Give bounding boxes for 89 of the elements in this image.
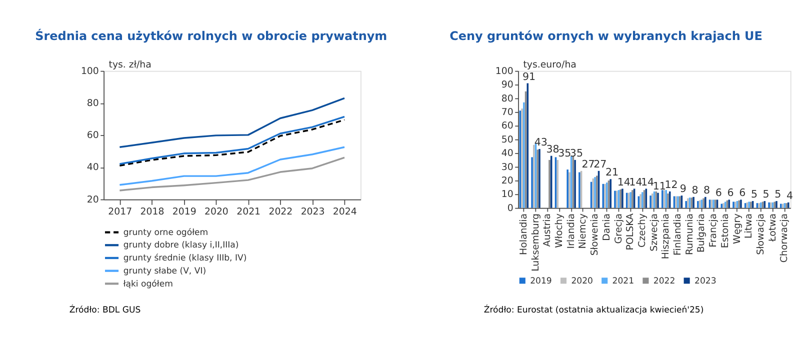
x-tick-label: Rumunia — [684, 213, 696, 256]
annotation: 5 — [750, 188, 758, 201]
x-tick-label: Grecja — [613, 213, 624, 244]
legend-label: 2022 — [653, 276, 676, 286]
annotation: 27 — [594, 158, 607, 170]
annotation: 14 — [629, 176, 642, 188]
x-tick-label: Czechy — [636, 213, 648, 248]
chart-title: Średnia cena użytków rolnych w obrocie prywatnym — [35, 28, 388, 44]
y-tick-label: 0 — [507, 202, 514, 214]
y-tick-label: 100 — [495, 66, 514, 77]
x-tick-label: Włochy — [554, 213, 566, 248]
y-tick-label: 50 — [501, 134, 514, 146]
annotation: 5 — [774, 188, 782, 201]
legend-label: grunty średnie (klasy IIIb, IV) — [123, 254, 247, 264]
annotation: 35 — [558, 148, 572, 160]
legend-label: 2020 — [571, 276, 593, 286]
x-tick-label: Szwecja — [648, 213, 660, 252]
y-tick-label: 60 — [501, 120, 514, 132]
x-tick-label: 2018 — [140, 206, 164, 218]
y-tick-label: 100 — [80, 66, 99, 77]
y-axis-title: tys. zł/ha — [108, 59, 152, 70]
annotation: 27 — [582, 158, 595, 170]
x-tick-label: Litwa — [744, 213, 755, 238]
annotation: 6 — [727, 187, 734, 200]
legend-label: 2023 — [694, 276, 716, 286]
line-series — [118, 156, 346, 192]
annotation: 5 — [762, 188, 770, 201]
legend-label: 2021 — [612, 276, 634, 286]
y-tick-label: 40 — [86, 162, 99, 174]
chart-title: Ceny gruntów ornych w wybranych krajach UE — [450, 29, 762, 44]
y-tick-label: 80 — [86, 98, 99, 109]
x-tick-label: 2023 — [300, 206, 325, 218]
x-tick-label: Dania — [601, 213, 612, 241]
y-tick-label: 20 — [501, 175, 514, 186]
text: Źródło: BDL GUS — [69, 304, 141, 316]
annotation: 4 — [786, 190, 794, 202]
text: Źródło: Eurostat (ostatnia aktualizacja kwiecień'25) — [484, 304, 704, 316]
x-tick-label: Słowenia — [590, 213, 601, 256]
x-tick-label: Niemcy — [578, 213, 589, 249]
x-tick-label: POLSKA — [625, 212, 636, 250]
legend-label: grunty dobre (klasy i,II,IIIa) — [123, 240, 239, 251]
annotation: 6 — [739, 187, 746, 200]
y-tick-label: 80 — [501, 93, 514, 104]
x-tick-label: 2019 — [172, 206, 196, 218]
x-tick-label: 2017 — [108, 206, 132, 218]
annotation: 8 — [704, 184, 710, 197]
y-tick-label: 70 — [501, 106, 514, 118]
x-tick-label: Holandia — [518, 213, 530, 255]
legend-label: grunty słabe (V, VI) — [123, 266, 206, 276]
x-tick-label: Estonia — [720, 213, 731, 248]
y-tick-label: 10 — [501, 189, 514, 200]
x-tick-label: 2020 — [204, 206, 228, 218]
annotation: 12 — [664, 179, 678, 192]
x-tick-label: 2021 — [236, 206, 261, 218]
annotation: 14 — [641, 176, 654, 188]
y-tick-label: 30 — [501, 162, 514, 173]
x-tick-label: Francja — [708, 213, 720, 248]
x-tick-label: 2022 — [268, 206, 293, 218]
x-tick-label: Chorwacja — [779, 213, 790, 263]
x-tick-label: Irlandia — [566, 213, 577, 249]
annotation: 11 — [652, 180, 666, 192]
x-tick-label: Bułgaria — [696, 213, 708, 253]
x-tick-label: Hiszpania — [660, 213, 672, 260]
y-tick-label: 20 — [86, 194, 99, 206]
x-tick-label: Słowacja — [755, 213, 766, 255]
y-axis-title: tys.euro/ha — [523, 59, 576, 70]
legend-label: łąki ogółem — [123, 279, 173, 290]
y-tick-label: 60 — [86, 130, 99, 142]
annotation: 21 — [605, 166, 619, 179]
legend-label: grunty orne ogółem — [123, 228, 208, 238]
annotation: 91 — [522, 70, 536, 83]
y-tick-label: 90 — [501, 80, 514, 91]
x-tick-label: 2024 — [332, 206, 357, 218]
annotation: 43 — [534, 136, 548, 149]
x-tick-label: Węgry — [732, 213, 743, 244]
x-tick-label: Austria — [542, 213, 554, 247]
annotation: 6 — [715, 187, 722, 200]
x-tick-label: Luksemburg — [530, 213, 542, 272]
line-series — [118, 146, 346, 186]
annotation: 38 — [546, 143, 560, 156]
annotation: 9 — [680, 183, 686, 196]
annotation: 14 — [617, 176, 630, 188]
annotation: 35 — [570, 148, 583, 160]
y-tick-label: 40 — [501, 148, 514, 160]
x-tick-label: Finlandia — [672, 213, 684, 256]
legend-label: 2019 — [530, 276, 552, 286]
annotation: 8 — [692, 184, 698, 197]
line-series — [118, 97, 346, 148]
x-tick-label: Łotwa — [767, 213, 778, 243]
